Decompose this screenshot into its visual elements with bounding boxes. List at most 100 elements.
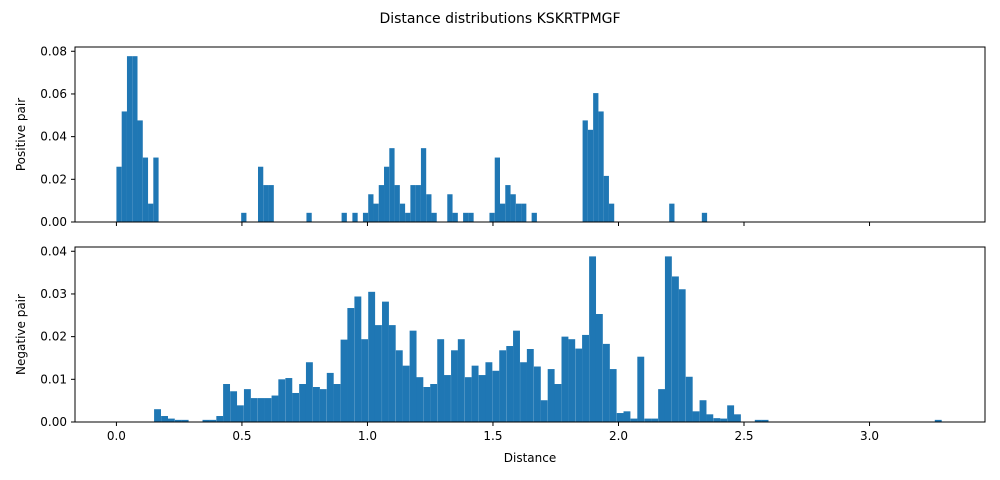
bottom-x-tick-label-4: 2.0	[609, 429, 628, 443]
bottom-bar-35	[409, 330, 417, 422]
bottom-y-axis: 0.00 0.01 0.02 0.03 0.04	[40, 244, 75, 429]
bottom-bar-10	[236, 405, 244, 422]
top-bar-40	[531, 212, 537, 222]
top-bar-25	[415, 185, 421, 222]
bottom-bar-62	[595, 314, 603, 422]
bottom-bar-66	[623, 411, 631, 422]
top-bar-46	[608, 203, 615, 222]
bottom-bar-14	[264, 398, 272, 422]
top-x-axis	[115, 222, 871, 226]
bottom-bar-39	[437, 339, 445, 422]
bottom-y-tick-label-1: 0.01	[40, 372, 67, 386]
bottom-bar-26	[347, 308, 355, 422]
bottom-bar-41	[451, 350, 458, 422]
bottom-bar-21	[312, 387, 320, 422]
bottom-x-tick-label-6: 3.0	[860, 429, 879, 443]
bottom-x-tick-label-2: 1.0	[358, 429, 377, 443]
top-bar-1	[121, 111, 127, 222]
top-bar-38	[515, 203, 522, 222]
top-plot-frame	[74, 46, 986, 223]
bottom-bar-25	[340, 339, 348, 422]
top-y-tick-label-0: 0.00	[40, 215, 67, 229]
bottom-bar-34	[402, 365, 410, 422]
bottom-bar-55	[547, 369, 555, 422]
top-bar-34	[494, 157, 500, 222]
bottom-bar-33	[395, 350, 403, 422]
top-bar-16	[368, 194, 374, 222]
top-bar-47	[669, 203, 675, 222]
bottom-bar-73	[671, 276, 679, 422]
bottom-bar-20	[305, 362, 313, 422]
top-panel-positive-pair: 0.00 0.02 0.04 0.06 0.08 Positive pair	[14, 44, 986, 229]
top-bar-13	[341, 212, 347, 222]
bottom-bar-27	[354, 296, 362, 422]
top-bar-8	[241, 212, 247, 222]
bottom-bar-31	[382, 301, 389, 422]
bottom-bar-52	[526, 349, 534, 422]
bottom-bar-74	[678, 289, 686, 422]
top-bar-4	[137, 120, 143, 222]
bottom-bar-24	[333, 384, 341, 422]
bottom-bar-45	[478, 375, 486, 422]
bottom-bar-1	[161, 416, 168, 422]
top-bar-3	[132, 56, 138, 223]
bottom-bar-72	[664, 256, 672, 422]
bottom-bar-60	[582, 334, 589, 422]
bottom-bar-30	[374, 325, 382, 422]
bottom-x-axis-label: Distance	[504, 451, 556, 465]
top-bar-22	[399, 203, 406, 222]
top-bar-12	[306, 212, 312, 222]
bottom-bar-15	[271, 395, 279, 422]
bottom-y-tick-label-0: 0.00	[40, 415, 67, 429]
bottom-bar-16	[278, 379, 286, 422]
bottom-bar-70	[651, 418, 659, 422]
bottom-bar-67	[630, 418, 638, 422]
top-bar-6	[148, 203, 154, 222]
bottom-bar-65	[616, 413, 624, 422]
top-bar-31	[463, 212, 469, 222]
top-bar-45	[603, 175, 609, 222]
bottom-x-tick-label-0: 0.0	[107, 429, 126, 443]
bottom-bar-56	[554, 384, 562, 422]
bottom-bar-37	[423, 387, 431, 422]
bottom-bar-9	[230, 391, 238, 422]
top-bar-28	[431, 212, 437, 222]
bottom-bar-51	[520, 362, 527, 422]
top-y-tick-label-3: 0.06	[40, 87, 67, 101]
top-bar-48	[701, 212, 708, 222]
bottom-bar-78	[706, 414, 714, 422]
bottom-bar-29	[368, 291, 376, 422]
bottom-x-tick-label-3: 1.5	[483, 429, 502, 443]
top-bar-23	[405, 212, 411, 222]
bottom-bar-11	[243, 389, 251, 422]
top-bar-26	[420, 148, 427, 222]
bottom-bar-44	[471, 365, 479, 422]
top-y-axis-label: Positive pair	[14, 98, 28, 171]
bottom-bar-81	[727, 405, 735, 422]
top-bar-43	[593, 93, 599, 222]
bottom-bar-50	[513, 330, 520, 422]
bottom-bar-61	[589, 256, 597, 422]
bottom-bar-83	[754, 419, 762, 422]
bottom-x-axis: 0.0 0.5 1.0 1.5 2.0 2.5 3.0	[107, 422, 879, 443]
top-bar-27	[426, 194, 432, 222]
bottom-bar-58	[568, 339, 576, 422]
bottom-bar-64	[609, 369, 617, 422]
top-bar-7	[153, 157, 159, 222]
top-bar-42	[587, 129, 594, 222]
bottom-x-tick-label-1: 0.5	[232, 429, 251, 443]
bottom-bar-49	[506, 346, 514, 422]
bottom-bar-36	[416, 377, 424, 422]
bottom-bar-75	[685, 376, 693, 422]
top-bar-30	[452, 212, 458, 222]
top-y-tick-label-1: 0.02	[40, 172, 67, 186]
top-bar-37	[510, 194, 516, 222]
top-bar-32	[468, 212, 474, 222]
bottom-x-tick-label-5: 2.5	[734, 429, 753, 443]
bottom-y-axis-label: Negative pair	[14, 294, 28, 375]
bottom-bar-80	[720, 418, 728, 422]
bottom-bar-82	[733, 414, 741, 422]
top-bar-19	[384, 166, 390, 222]
bottom-bar-69	[644, 418, 652, 422]
